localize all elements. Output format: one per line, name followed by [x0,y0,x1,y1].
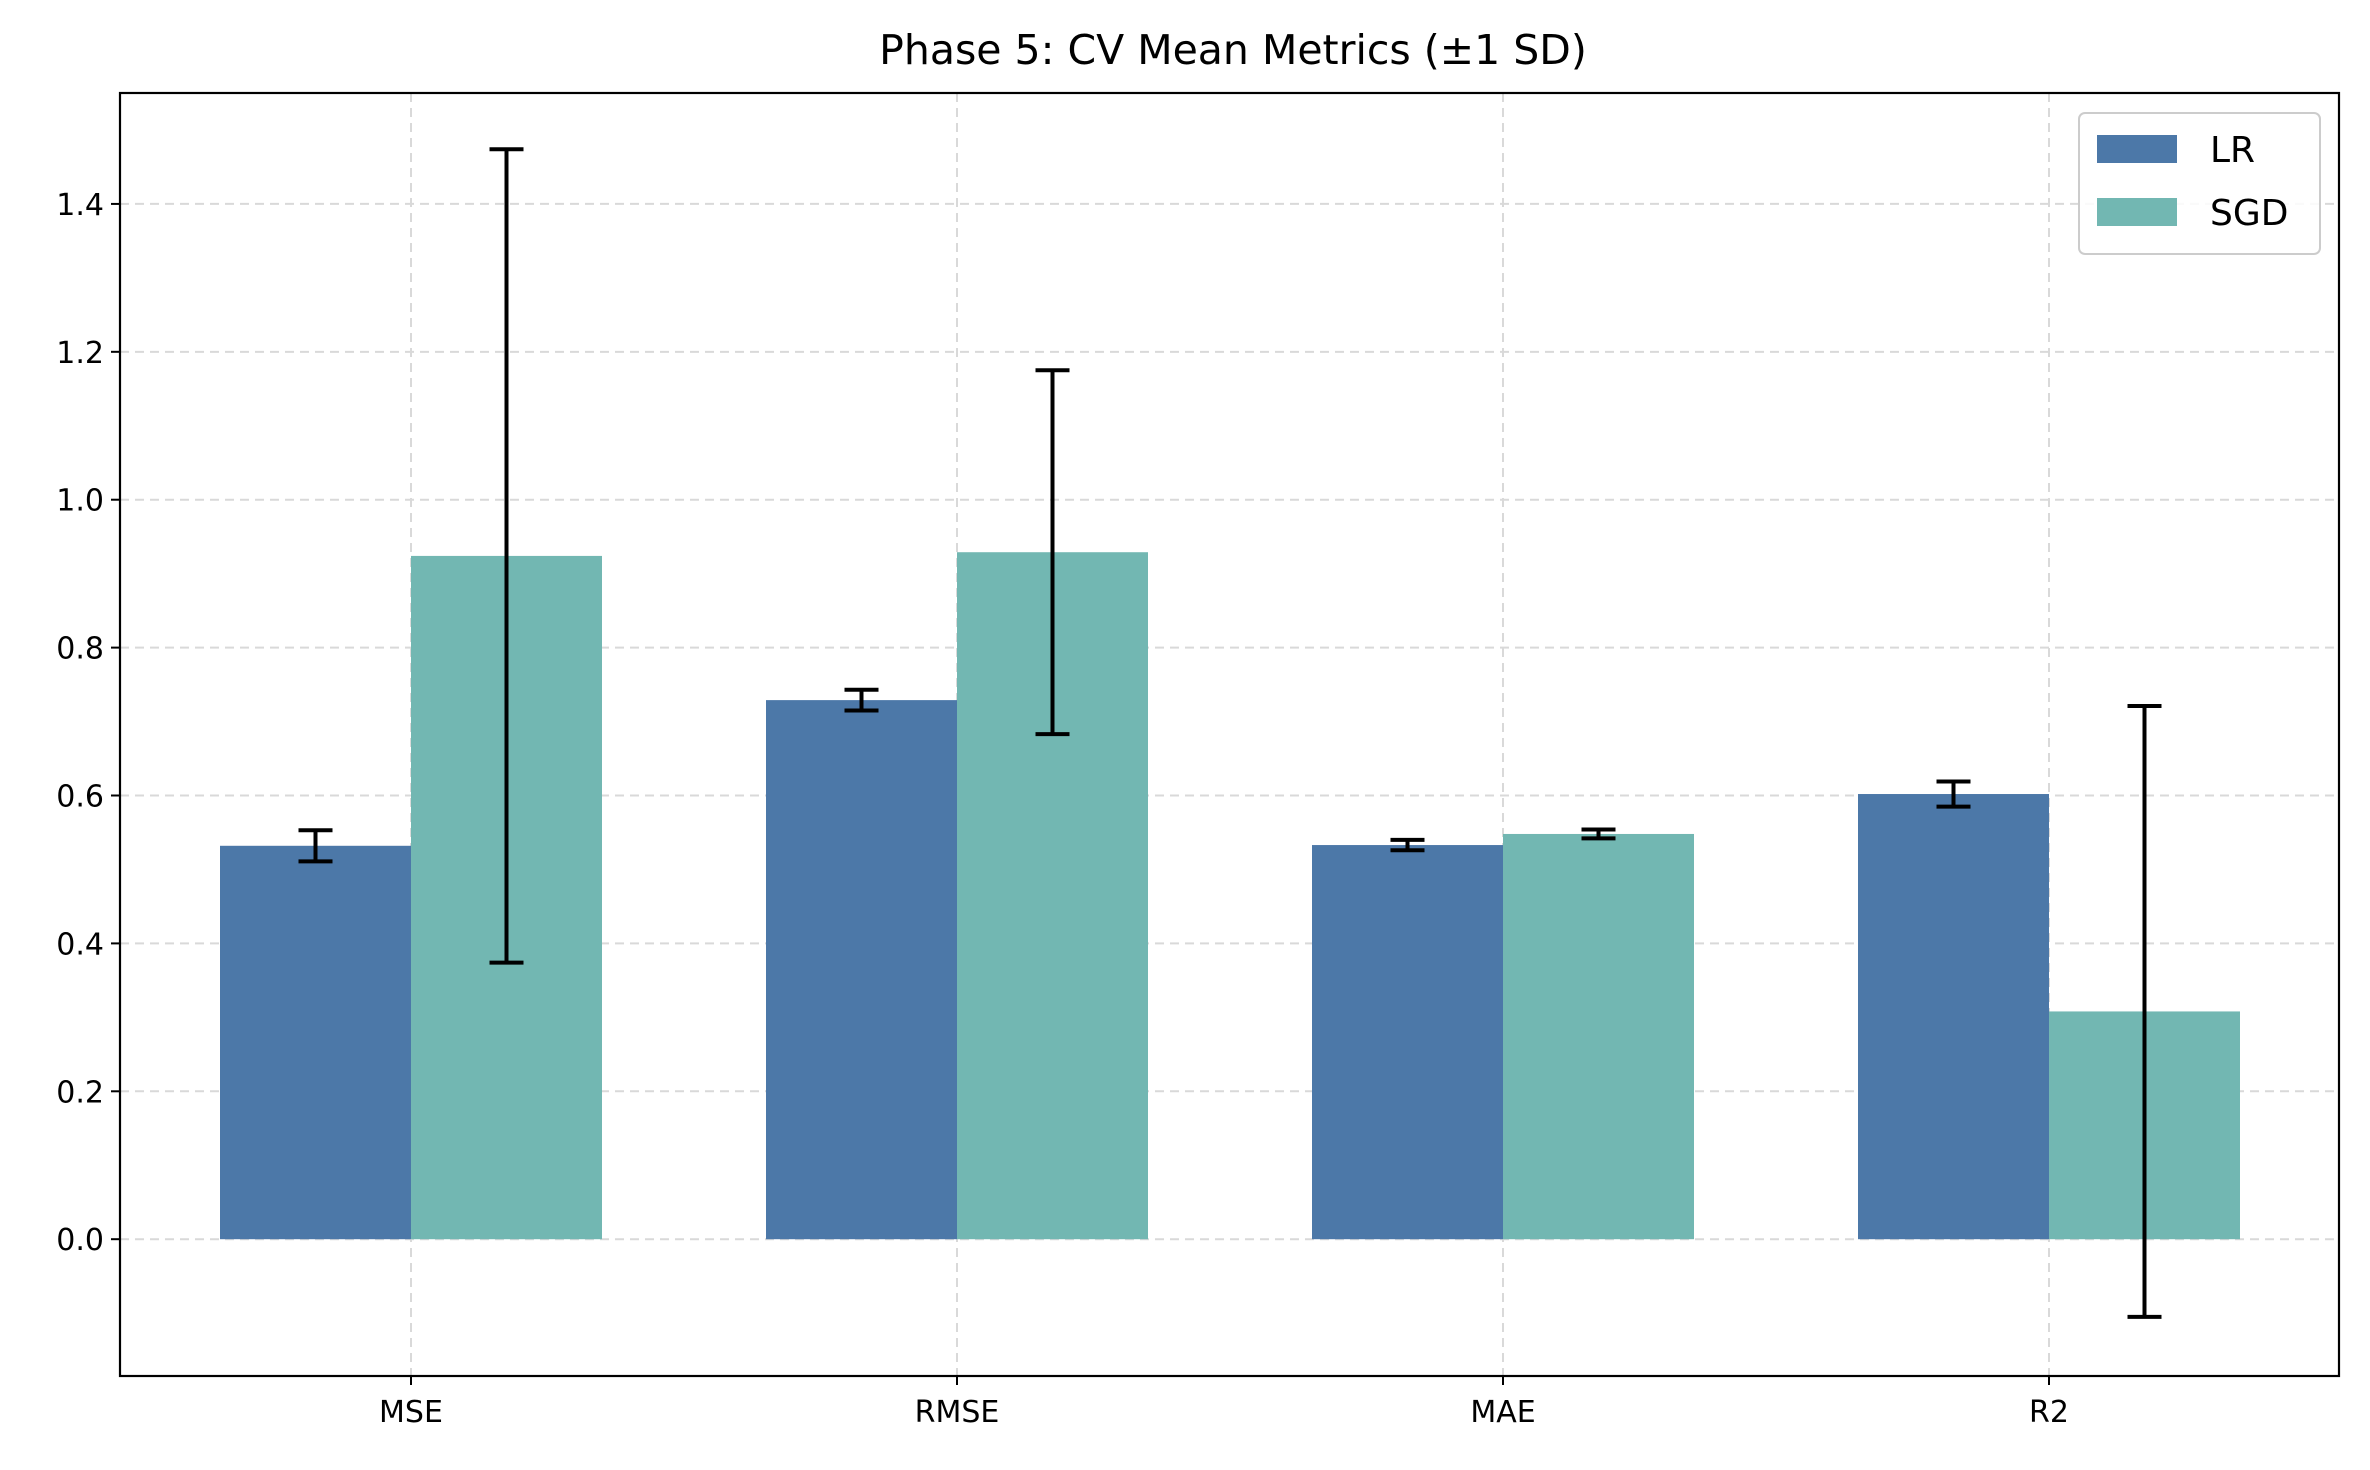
x-tick-label: MSE [379,1395,443,1430]
y-tick-label: 0.4 [56,927,104,962]
y-tick-label: 0.2 [56,1075,104,1110]
bar-lr-r2 [1858,794,2049,1240]
bars [220,552,2240,1240]
x-tick-label: R2 [2029,1395,2069,1430]
legend-swatch-lr [2097,135,2177,163]
error-bar-sgd-mae [1581,827,1616,841]
error-bars [298,147,2162,1319]
legend-label-sgd: SGD [2210,193,2288,234]
bar-lr-rmse [766,700,957,1240]
chart-title: Phase 5: CV Mean Metrics (±1 SD) [879,26,1587,74]
y-tick-label: 0.0 [56,1223,104,1258]
error-bar-lr-mae [1390,837,1425,853]
error-bar-lr-rmse [844,687,879,713]
error-bar-sgd-rmse [1035,368,1070,737]
error-bar-lr-r2 [1936,779,1971,809]
legend-swatch-sgd [2097,198,2177,226]
y-tick-label: 1.0 [56,484,104,519]
x-tick-label: RMSE [915,1395,1000,1430]
bar-lr-mae [1312,845,1503,1240]
bar-lr-mse [220,845,411,1240]
error-bar-lr-mse [298,828,333,864]
y-tick-label: 0.6 [56,780,104,815]
bar-sgd-mae [1503,833,1694,1240]
y-axis: 0.0 0.2 0.4 0.6 0.8 1.0 1.2 1.4 [56,188,120,1258]
legend: LR SGD [2078,112,2321,255]
error-bar-sgd-r2 [2127,704,2162,1319]
y-tick-label: 1.4 [56,188,104,223]
y-tick-label: 0.8 [56,632,104,667]
error-bar-sgd-mse [489,147,524,965]
legend-label-lr: LR [2210,130,2255,171]
x-tick-label: MAE [1470,1395,1535,1430]
y-tick-label: 1.2 [56,336,104,371]
x-axis: MSE RMSE MAE R2 [379,1376,2069,1430]
plot-frame [118,91,2341,1378]
